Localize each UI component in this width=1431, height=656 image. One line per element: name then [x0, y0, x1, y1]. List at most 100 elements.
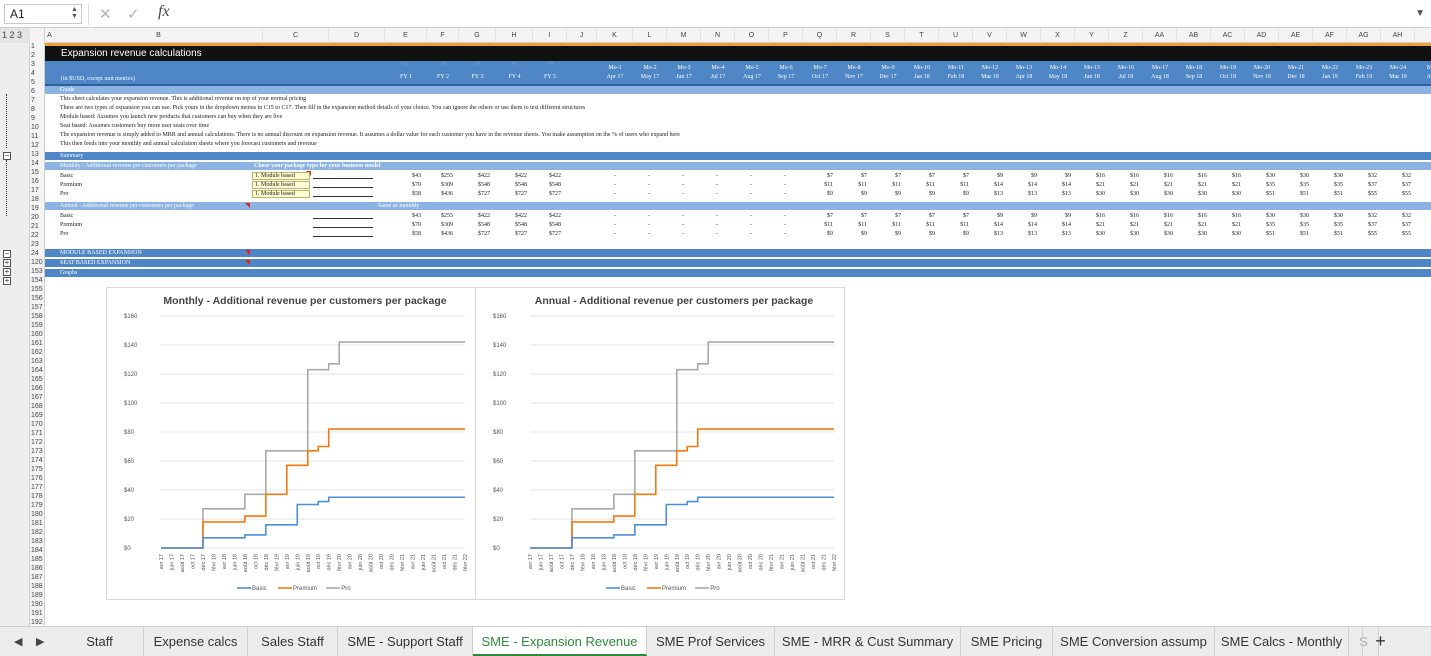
column-header-g[interactable]: G: [459, 28, 496, 43]
row-header[interactable]: 21: [31, 223, 39, 230]
column-header-ab[interactable]: AB: [1177, 28, 1211, 43]
sheet-tab[interactable]: SME - MRR & Cust Summary: [775, 627, 961, 656]
row-header[interactable]: 180: [31, 511, 43, 518]
row-header[interactable]: 160: [31, 331, 43, 338]
row-header[interactable]: 20: [31, 214, 39, 221]
row-header[interactable]: 156: [31, 295, 43, 302]
column-header-l[interactable]: L: [633, 28, 667, 43]
triangle-right-icon[interactable]: ▶: [36, 636, 45, 648]
triangle-left-icon[interactable]: ◀: [14, 636, 23, 648]
name-box-stepper-icon[interactable]: ▲ ▼: [71, 6, 78, 20]
row-header[interactable]: 192: [31, 619, 43, 626]
comment-indicator[interactable]: [245, 203, 250, 208]
outline-levels[interactable]: 1 2 3: [0, 28, 30, 43]
row-header[interactable]: 171: [31, 430, 43, 437]
expand-icon[interactable]: +: [3, 267, 11, 276]
row-header[interactable]: 175: [31, 466, 43, 473]
row-header[interactable]: 1: [31, 43, 35, 50]
row-header[interactable]: 178: [31, 493, 43, 500]
row-header[interactable]: 172: [31, 439, 43, 446]
row-header[interactable]: 19: [31, 205, 39, 212]
column-header-ae[interactable]: AE: [1279, 28, 1313, 43]
row-header[interactable]: 176: [31, 475, 43, 482]
row-header[interactable]: 183: [31, 538, 43, 545]
row-header[interactable]: 162: [31, 349, 43, 356]
row-header[interactable]: 164: [31, 367, 43, 374]
row-header[interactable]: 3: [31, 61, 35, 68]
name-box[interactable]: A1: [4, 4, 82, 24]
comment-indicator[interactable]: [245, 250, 250, 255]
monthly-revenue-chart[interactable]: Monthly - Additional revenue per custome…: [106, 287, 476, 600]
sheet-tab[interactable]: Expense calcs: [144, 627, 248, 656]
check-icon[interactable]: ✓: [127, 6, 140, 23]
spreadsheet-grid[interactable]: Expansion revenue calculations (in $USD,…: [45, 43, 1431, 626]
row-header[interactable]: 167: [31, 394, 43, 401]
row-header[interactable]: 168: [31, 403, 43, 410]
row-header[interactable]: 182: [31, 529, 43, 536]
column-header-i[interactable]: I: [533, 28, 567, 43]
row-header[interactable]: 186: [31, 565, 43, 572]
row-header[interactable]: 22: [31, 232, 39, 239]
row-header[interactable]: 158: [31, 313, 43, 320]
column-header-c[interactable]: C: [263, 28, 329, 43]
row-header[interactable]: 159: [31, 322, 43, 329]
x-icon[interactable]: ✕: [99, 6, 112, 23]
row-header[interactable]: 18: [31, 196, 39, 203]
column-header-x[interactable]: X: [1041, 28, 1075, 43]
package-type-dropdown[interactable]: 1. Module based: [252, 181, 310, 189]
column-header-h[interactable]: H: [496, 28, 533, 43]
fx-icon[interactable]: fx: [158, 3, 170, 20]
row-header[interactable]: 191: [31, 610, 43, 617]
row-header[interactable]: 11: [31, 133, 39, 140]
collapse-icon[interactable]: −: [3, 151, 11, 160]
row-header[interactable]: 166: [31, 385, 43, 392]
row-header[interactable]: 154: [31, 277, 43, 284]
column-header-a[interactable]: A: [45, 28, 55, 43]
column-header-r[interactable]: R: [837, 28, 871, 43]
row-header[interactable]: 2: [31, 52, 35, 59]
column-header-q[interactable]: Q: [803, 28, 837, 43]
column-header-p[interactable]: P: [769, 28, 803, 43]
row-header[interactable]: 14: [31, 160, 39, 167]
sheet-tab[interactable]: S: [1349, 627, 1379, 656]
sheet-tab[interactable]: SME Prof Services: [647, 627, 775, 656]
comment-indicator[interactable]: [245, 260, 250, 265]
row-header[interactable]: 169: [31, 412, 43, 419]
seat-section-band[interactable]: SEAT BASED EXPANSION: [45, 259, 1431, 267]
package-type-dropdown[interactable]: 1. Module based: [252, 172, 310, 180]
sheet-tab[interactable]: SME - Support Staff: [338, 627, 473, 656]
chevron-down-icon[interactable]: ▼: [1415, 8, 1425, 19]
row-header[interactable]: 7: [31, 97, 35, 104]
column-header-b[interactable]: B: [55, 28, 263, 43]
sheet-tab[interactable]: SME Calcs - Monthly: [1215, 627, 1349, 656]
column-header-z[interactable]: Z: [1109, 28, 1143, 43]
row-header[interactable]: 185: [31, 556, 43, 563]
package-type-dropdown[interactable]: 1. Module based: [252, 190, 310, 198]
row-header[interactable]: 153: [31, 268, 43, 275]
row-header[interactable]: 157: [31, 304, 43, 311]
column-header-j[interactable]: J: [567, 28, 597, 43]
row-header[interactable]: 17: [31, 187, 39, 194]
row-header[interactable]: 173: [31, 448, 43, 455]
row-header[interactable]: 161: [31, 340, 43, 347]
row-header[interactable]: 9: [31, 115, 35, 122]
row-header[interactable]: 179: [31, 502, 43, 509]
row-header[interactable]: 170: [31, 421, 43, 428]
row-header[interactable]: 120: [31, 259, 43, 266]
column-header-u[interactable]: U: [939, 28, 973, 43]
row-header[interactable]: 155: [31, 286, 43, 293]
expand-icon[interactable]: +: [3, 276, 11, 285]
row-header[interactable]: 187: [31, 574, 43, 581]
column-header-aa[interactable]: AA: [1143, 28, 1177, 43]
column-header-f[interactable]: F: [427, 28, 459, 43]
row-header[interactable]: 190: [31, 601, 43, 608]
add-sheet-button[interactable]: +: [1362, 627, 1398, 656]
annual-revenue-chart[interactable]: Annual - Additional revenue per customer…: [475, 287, 845, 600]
sheet-tab[interactable]: SME Pricing: [961, 627, 1053, 656]
row-header[interactable]: 174: [31, 457, 43, 464]
column-header-m[interactable]: M: [667, 28, 701, 43]
collapse-icon[interactable]: −: [3, 249, 11, 258]
column-header-ad[interactable]: AD: [1245, 28, 1279, 43]
row-header[interactable]: 13: [31, 151, 39, 158]
column-header-o[interactable]: O: [735, 28, 769, 43]
